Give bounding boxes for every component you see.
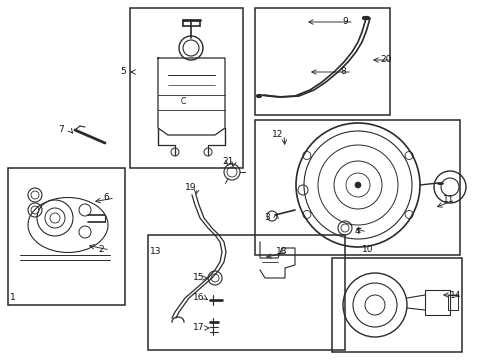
Text: 1: 1 (10, 293, 16, 302)
Bar (148, 235, 345, 350)
Text: 5: 5 (120, 68, 125, 77)
Text: 7: 7 (58, 126, 63, 135)
Text: 21: 21 (222, 157, 233, 166)
Text: 13: 13 (150, 248, 161, 256)
Text: 20: 20 (379, 55, 390, 64)
Bar (447, 295, 457, 310)
Text: 15: 15 (193, 274, 204, 283)
Bar (424, 290, 449, 315)
Text: 19: 19 (184, 184, 196, 193)
Bar (8, 168, 125, 305)
Text: 16: 16 (193, 293, 204, 302)
Text: 11: 11 (442, 195, 453, 204)
Text: 17: 17 (193, 324, 204, 333)
Bar (130, 8, 243, 168)
Text: 4: 4 (354, 228, 360, 237)
Text: 18: 18 (275, 248, 287, 256)
Text: 9: 9 (341, 18, 347, 27)
Text: 12: 12 (271, 130, 283, 139)
Text: 3: 3 (264, 213, 269, 222)
Text: C: C (180, 98, 185, 107)
Text: 2: 2 (98, 246, 103, 255)
Bar (331, 258, 461, 352)
Text: 8: 8 (339, 68, 345, 77)
Bar (254, 120, 459, 255)
Text: 10: 10 (361, 246, 373, 255)
Text: 14: 14 (449, 291, 461, 300)
Bar (254, 8, 389, 115)
Text: 6: 6 (103, 193, 108, 202)
Circle shape (354, 182, 360, 188)
